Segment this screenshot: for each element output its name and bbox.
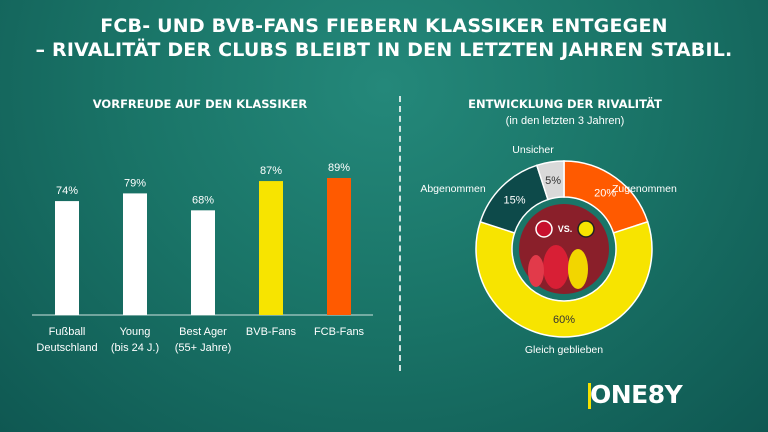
- category-label: Deutschland: [36, 342, 97, 354]
- bar-chart-title: VORFREUDE AUF DEN KLASSIKER: [92, 97, 308, 111]
- category-label: Fußball: [49, 326, 86, 338]
- center-image: VS.: [519, 204, 609, 294]
- divider: [399, 96, 401, 371]
- category-label: Young: [120, 326, 151, 338]
- donut-chart-subtitle: (in den letzten 3 Jahren): [505, 115, 625, 127]
- bar: [191, 210, 215, 315]
- data-label: 74%: [56, 185, 78, 197]
- data-label: 79%: [124, 177, 146, 189]
- title-line-1: FCB- UND BVB-FANS FIEBERN KLASSIKER ENTG…: [100, 15, 668, 37]
- donut-chart-title: ENTWICKLUNG DER RIVALITÄT: [468, 97, 662, 111]
- data-label: 87%: [260, 165, 282, 177]
- slice-label: Unsicher: [512, 144, 554, 156]
- bvb-logo-icon: [577, 220, 595, 238]
- slice-data-label: 15%: [503, 195, 525, 207]
- data-label: 68%: [192, 194, 214, 206]
- data-label: 89%: [328, 162, 350, 174]
- donut-slice: [475, 220, 653, 338]
- category-label: Best Ager: [179, 326, 227, 338]
- title-line-2: – RIVALITÄT DER CLUBS BLEIBT IN DEN LETZ…: [35, 39, 733, 61]
- donut-slice: [535, 160, 565, 201]
- slice-data-label: 60%: [553, 314, 575, 326]
- slice-label: Gleich geblieben: [525, 344, 603, 356]
- fcb-logo-icon: [535, 220, 553, 238]
- category-label: FCB-Fans: [314, 326, 365, 338]
- slice-label: Zugenommen: [612, 183, 677, 195]
- bar: [259, 181, 283, 315]
- category-label: BVB-Fans: [246, 326, 297, 338]
- slice-data-label: 20%: [594, 187, 616, 199]
- logo: ONE8Y: [590, 380, 683, 409]
- bar: [327, 178, 351, 315]
- player-fcb-2-icon: [528, 255, 544, 287]
- vs-text: VS.: [558, 224, 573, 234]
- slice-label: Abgenommen: [420, 183, 486, 195]
- logo-bar: [588, 383, 591, 409]
- category-label: (bis 24 J.): [111, 342, 159, 354]
- player-bvb-icon: [568, 249, 588, 289]
- bar: [123, 193, 147, 315]
- page-title: FCB- UND BVB-FANS FIEBERN KLASSIKER ENTG…: [0, 14, 768, 62]
- bar-chart: 74% Fußball Deutschland 79% Young (bis 24 J.)…: [32, 162, 373, 354]
- category-label: (55+ Jahre): [175, 342, 232, 354]
- donut-chart: 20% 60% 15% 5% Zugenommen Gleich geblieben Abg…: [420, 144, 677, 356]
- slice-data-label: 5%: [545, 175, 561, 187]
- bar: [55, 201, 79, 315]
- player-fcb-icon: [543, 245, 569, 289]
